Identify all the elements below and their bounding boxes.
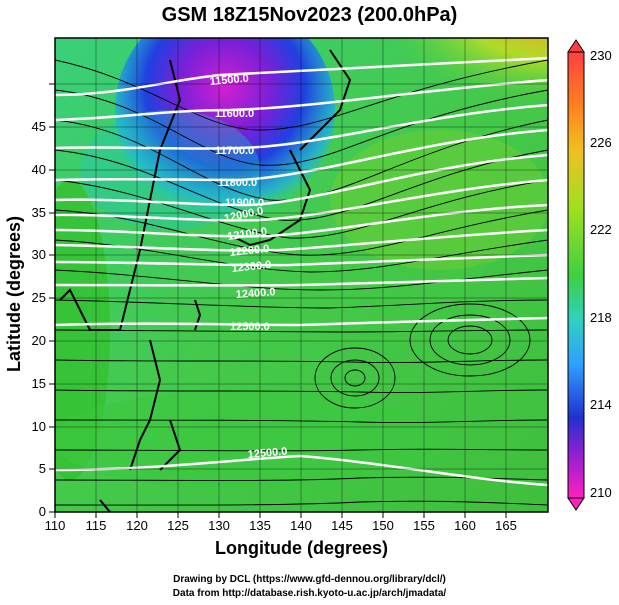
x-tick-label: 165 xyxy=(495,518,517,533)
y-tick-label: 45 xyxy=(32,119,46,134)
x-axis xyxy=(54,512,507,518)
x-tick-label: 120 xyxy=(126,518,148,533)
x-tick-label: 145 xyxy=(331,518,353,533)
colorbar-label: 222 xyxy=(590,222,612,237)
x-tick-label: 110 xyxy=(45,518,66,533)
colorbar-label: 226 xyxy=(590,135,612,150)
coastlines xyxy=(59,49,352,512)
contour-label: 11900.0 xyxy=(225,197,264,209)
contour-label: 11800.0 xyxy=(218,177,257,189)
y-tick-label: 20 xyxy=(32,333,46,348)
y-tick-labels: 0 5 10 15 20 25 30 35 40 45 xyxy=(32,119,46,519)
x-tick-label: 155 xyxy=(413,518,435,533)
x-axis-title: Longitude (degrees) xyxy=(214,538,388,558)
colorbar: 230 226 222 218 214 210 xyxy=(567,39,612,511)
contour-label: 11500.0 xyxy=(209,73,249,88)
x-tick-label: 135 xyxy=(249,518,271,533)
contour-label: 12300.0 xyxy=(231,259,272,275)
x-tick-label: 130 xyxy=(208,518,230,533)
credit-drawing: Drawing by DCL (https://www.gfd-dennou.o… xyxy=(173,574,446,585)
y-tick-label: 40 xyxy=(32,162,46,177)
grid xyxy=(55,38,548,512)
y-axis xyxy=(49,83,55,513)
colorbar-label: 214 xyxy=(590,397,612,412)
contour-label: 11600.0 xyxy=(215,108,254,120)
colorbar-label: 218 xyxy=(590,310,612,325)
contour-label: 12100.0 xyxy=(227,226,268,243)
chart-title: GSM 18Z15Nov2023 (200.0hPa) xyxy=(161,4,458,26)
y-axis-title: Latitude (degrees) xyxy=(4,216,34,372)
x-tick-label: 125 xyxy=(167,518,189,533)
y-axis-title-text: Latitude (degrees) xyxy=(4,215,24,372)
contour-label: 12200.0 xyxy=(229,243,270,259)
credit-data: Data from http://database.rish.kyoto-u.a… xyxy=(172,588,447,599)
y-tick-label: 0 xyxy=(39,504,46,519)
y-tick-label: 10 xyxy=(32,419,46,434)
x-tick-label: 140 xyxy=(290,518,312,533)
plot-area: 11500.0 11600.0 11700.0 11800.0 11900.0 … xyxy=(55,38,548,512)
colorbar-label: 230 xyxy=(590,48,612,63)
height-contours xyxy=(55,56,548,487)
y-tick-label: 25 xyxy=(32,290,46,305)
x-tick-label: 115 xyxy=(86,518,107,533)
contour-label: 12500.0 xyxy=(247,446,288,461)
colorbar-label: 210 xyxy=(590,485,612,500)
contour-label: 12500.0 xyxy=(230,321,270,333)
y-tick-label: 30 xyxy=(32,247,46,262)
y-tick-label: 35 xyxy=(32,205,46,220)
y-tick-label: 5 xyxy=(39,461,46,476)
contour-label: 12400.0 xyxy=(235,286,276,301)
x-tick-label: 160 xyxy=(454,518,476,533)
contour-label: 11700.0 xyxy=(215,145,254,157)
x-tick-labels: 110 115 120 125 130 135 140 145 150 155 … xyxy=(45,518,517,533)
y-tick-label: 15 xyxy=(32,376,46,391)
x-tick-label: 150 xyxy=(372,518,394,533)
